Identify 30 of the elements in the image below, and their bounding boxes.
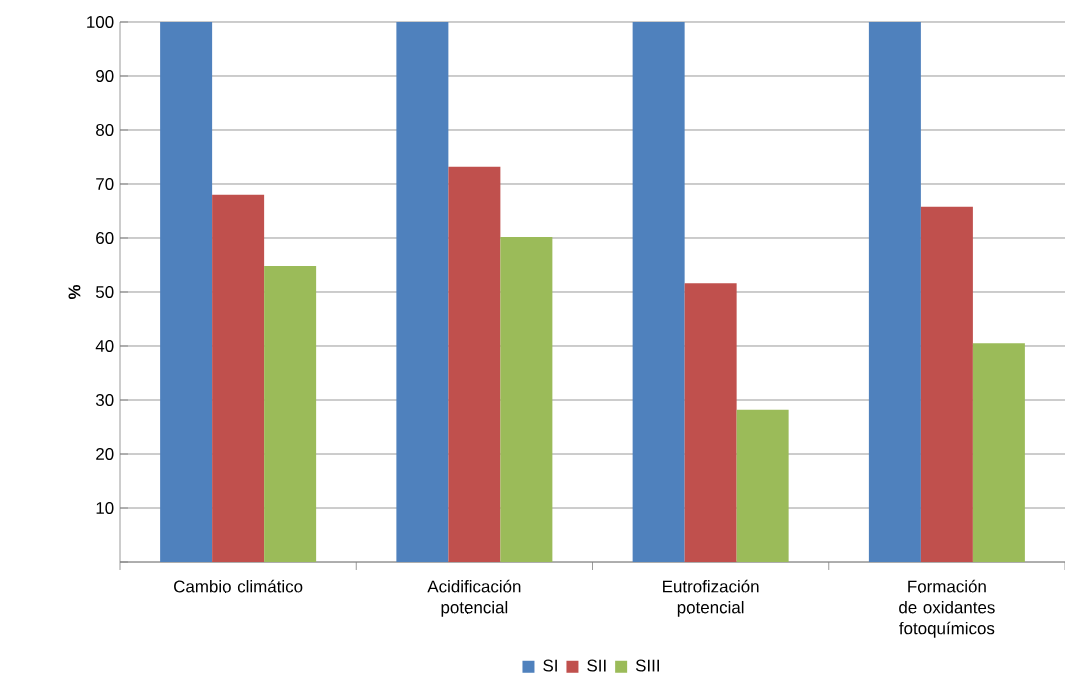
bar	[972, 343, 1025, 562]
y-tick-label: 30	[95, 394, 114, 406]
y-tick-label: 20	[96, 448, 114, 460]
bar	[632, 21, 685, 562]
bar	[868, 21, 921, 562]
y-tick-label: 40	[95, 340, 114, 352]
bar	[500, 236, 553, 562]
legend-label: SII	[587, 659, 606, 672]
y-axis-title: %	[68, 284, 81, 300]
y-tick-label: 90	[96, 70, 114, 82]
y-tick-label: 80	[96, 124, 114, 136]
y-tick-label: 70	[96, 178, 114, 190]
y-tick-label: 50	[95, 286, 114, 298]
y-tick-label: 100	[87, 16, 114, 28]
legend-label: SIII	[635, 659, 659, 672]
bar	[920, 206, 973, 562]
bar	[264, 266, 317, 562]
x-tick-label: Cambio climático	[174, 579, 303, 593]
x-tick-label: Formación de oxidantes fotoquímicos	[899, 579, 995, 638]
bar	[684, 283, 737, 562]
y-tick-label: 10	[96, 502, 114, 514]
x-tick-label: Eutrofización potencial	[663, 579, 759, 617]
x-tick-label: Acidificación potencial	[427, 579, 521, 617]
legend-label: SI	[543, 659, 557, 672]
bar	[736, 409, 789, 562]
bar	[212, 194, 265, 562]
y-tick-label: 60	[96, 232, 114, 244]
bar	[396, 21, 449, 562]
bar	[160, 21, 213, 562]
bar	[448, 166, 501, 562]
